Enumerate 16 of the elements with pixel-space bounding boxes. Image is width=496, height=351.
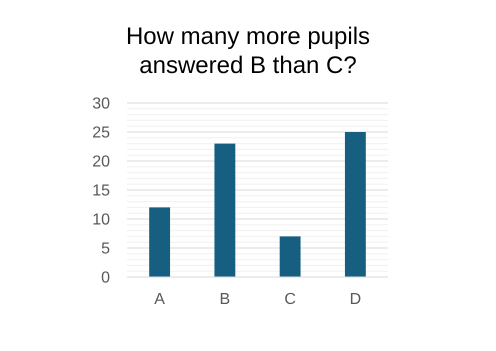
y-tick-label: 25	[92, 124, 110, 142]
bar	[214, 144, 236, 277]
x-tick-label: C	[284, 291, 296, 308]
y-tick-label: 10	[92, 212, 110, 229]
y-tick-label: 15	[92, 182, 110, 200]
chart-title: How many more pupils answered B than C?	[126, 23, 370, 79]
y-tick-label: 5	[101, 240, 110, 258]
bar	[280, 236, 301, 277]
y-tick-label: 20	[92, 154, 110, 171]
bar	[344, 132, 366, 277]
y-tick-label: 0	[101, 270, 110, 287]
x-tick-label: D	[350, 291, 362, 308]
x-tick-label: A	[154, 291, 166, 308]
y-tick-label: 30	[92, 96, 110, 113]
bar	[149, 207, 170, 277]
x-tick-label: B	[220, 291, 230, 308]
